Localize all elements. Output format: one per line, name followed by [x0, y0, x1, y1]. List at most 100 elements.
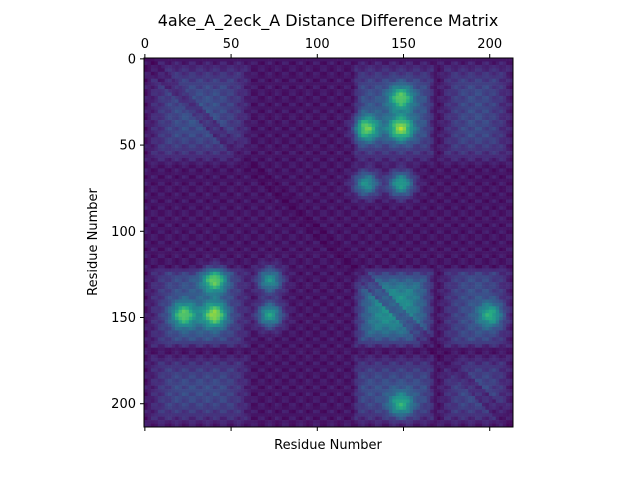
heatmap-cell: [326, 216, 331, 221]
heatmap-cell: [247, 116, 252, 121]
heatmap-cell: [185, 116, 190, 121]
heatmap-cell: [161, 206, 165, 211]
heatmap-cell: [457, 123, 462, 128]
heatmap-cell: [247, 199, 252, 204]
heatmap-cell: [347, 140, 352, 145]
heatmap-cell: [306, 95, 310, 100]
heatmap-cell: [302, 178, 307, 183]
heatmap-cell: [323, 75, 328, 79]
heatmap-cell: [195, 209, 200, 214]
heatmap-cell: [461, 192, 466, 197]
heatmap-cell: [344, 116, 348, 121]
heatmap-cell: [412, 71, 417, 76]
heatmap-cell: [402, 182, 407, 186]
heatmap-cell: [337, 171, 341, 176]
heatmap-cell: [144, 202, 148, 207]
heatmap-cell: [295, 182, 300, 186]
heatmap-cell: [426, 116, 431, 121]
heatmap-cell: [344, 171, 348, 176]
heatmap-cell: [237, 206, 241, 211]
heatmap-cell: [271, 92, 276, 97]
heatmap-cell: [347, 158, 352, 162]
heatmap-cell: [223, 113, 228, 117]
heatmap-cell: [154, 209, 159, 214]
heatmap-cell: [275, 133, 279, 138]
heatmap-cell: [475, 92, 479, 97]
heatmap-cell: [230, 137, 234, 142]
heatmap-cell: [340, 202, 345, 207]
heatmap-cell: [254, 68, 259, 73]
heatmap-cell: [454, 189, 459, 193]
heatmap-cell: [302, 64, 307, 69]
heatmap-cell: [188, 113, 193, 117]
heatmap-cell: [164, 154, 169, 159]
heatmap-cell: [154, 82, 159, 86]
heatmap-cell: [499, 95, 503, 100]
heatmap-cell: [312, 137, 317, 142]
heatmap-cell: [175, 106, 179, 111]
heatmap-cell: [399, 130, 403, 135]
heatmap-cell: [488, 64, 493, 69]
heatmap-cell: [206, 64, 210, 69]
heatmap-cell: [454, 206, 459, 211]
heatmap-cell: [344, 137, 348, 142]
heatmap-cell: [219, 213, 224, 217]
heatmap-cell: [271, 158, 276, 162]
heatmap-cell: [233, 192, 238, 197]
heatmap-cell: [154, 144, 159, 148]
heatmap-cell: [392, 154, 397, 159]
heatmap-cell: [292, 116, 297, 121]
heatmap-cell: [399, 137, 403, 142]
heatmap-cell: [499, 164, 503, 169]
heatmap-cell: [506, 82, 510, 86]
heatmap-cell: [306, 168, 310, 173]
heatmap-cell: [230, 89, 234, 93]
heatmap-cell: [433, 58, 438, 62]
heatmap-cell: [206, 130, 210, 135]
heatmap-cell: [478, 144, 483, 148]
heatmap-cell: [485, 109, 490, 114]
heatmap-cell: [175, 116, 179, 121]
heatmap-cell: [488, 182, 493, 186]
heatmap-cell: [340, 120, 345, 124]
heatmap-cell: [292, 164, 297, 169]
heatmap-cell: [402, 137, 407, 142]
heatmap-cell: [206, 123, 210, 128]
heatmap-cell: [254, 95, 259, 100]
heatmap-cell: [502, 133, 507, 138]
heatmap-cell: [375, 175, 379, 179]
heatmap-cell: [375, 133, 379, 138]
heatmap-cell: [437, 75, 441, 79]
heatmap-cell: [209, 216, 214, 221]
heatmap-cell: [495, 113, 500, 117]
heatmap-cell: [275, 58, 279, 62]
heatmap-cell: [157, 61, 162, 66]
heatmap-cell: [423, 202, 428, 207]
heatmap-cell: [240, 133, 245, 138]
heatmap-cell: [230, 92, 234, 97]
heatmap-cell: [440, 195, 445, 200]
heatmap-cell: [157, 189, 162, 193]
heatmap-cell: [430, 89, 434, 93]
heatmap-cell: [509, 61, 514, 66]
heatmap-cell: [295, 78, 300, 83]
heatmap-cell: [395, 154, 400, 159]
heatmap-cell: [388, 120, 393, 124]
heatmap-cell: [423, 189, 428, 193]
heatmap-cell: [419, 209, 424, 214]
heatmap-cell: [144, 140, 148, 145]
heatmap-cell: [492, 102, 497, 107]
heatmap-cell: [185, 161, 190, 166]
heatmap-cell: [481, 209, 486, 214]
heatmap-cell: [437, 64, 441, 69]
heatmap-cell: [433, 130, 438, 135]
heatmap-cell: [281, 147, 286, 152]
heatmap-cell: [481, 109, 486, 114]
heatmap-cell: [499, 175, 503, 179]
heatmap-cell: [209, 171, 214, 176]
heatmap-cell: [406, 189, 410, 193]
heatmap-cell: [337, 78, 341, 83]
heatmap-cell: [506, 182, 510, 186]
heatmap-cell: [240, 64, 245, 69]
heatmap-cell: [388, 99, 393, 104]
